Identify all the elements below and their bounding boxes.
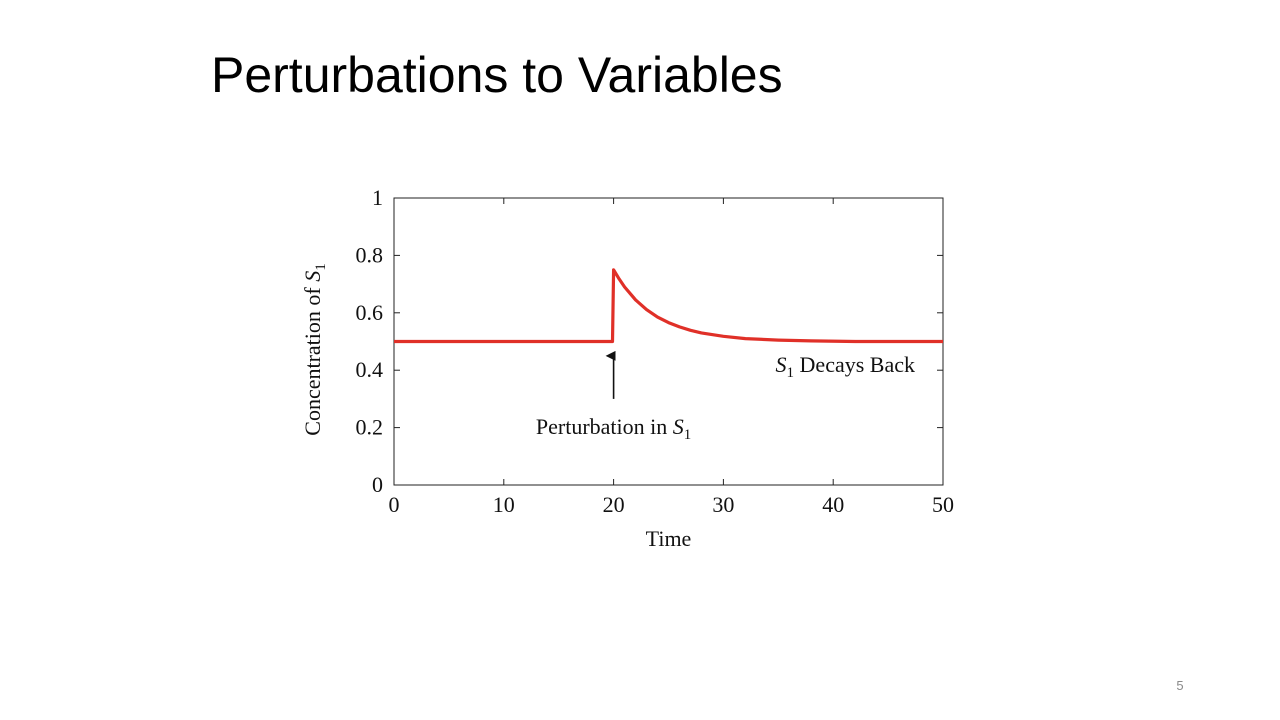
decay-annotation-var: S [776,352,787,377]
y-tick-label: 0.6 [356,300,384,325]
decay-annotation: S1 Decays Back [776,352,915,381]
concentration-line [394,268,943,344]
y-tick-label: 1 [372,185,383,210]
x-axis-label: Time [646,526,692,551]
x-tick-label: 10 [493,492,515,517]
perturbation-annotation-subscript: 1 [684,427,692,443]
perturbation-annotation-text: Perturbation in [536,414,673,439]
y-tick-label: 0 [372,472,383,497]
y-tick-label: 0.4 [356,357,384,382]
decay-annotation-text: Decays Back [794,352,915,377]
y-tick-label: 0.2 [356,415,384,440]
perturbation-annotation-var: S [673,414,684,439]
ticks-layer: 0 10 20 30 40 50 0 0.2 0.4 0.6 0.8 1 [356,185,955,517]
x-tick-label: 20 [603,492,625,517]
y-axis-label: Concentration of S1 [300,263,329,435]
y-tick-label: 0.8 [356,242,384,267]
y-axis-label-subscript: 1 [313,263,329,271]
decay-annotation-subscript: 1 [787,365,795,381]
x-tick-label: 30 [712,492,734,517]
x-tick-label: 50 [932,492,954,517]
y-axis-label-var: S [300,271,325,282]
perturbation-annotation: Perturbation in S1 [536,414,691,443]
x-tick-label: 0 [389,492,400,517]
y-axis-label-text: Concentration of [300,282,325,436]
slide-title: Perturbations to Variables [211,47,783,103]
page-number: 5 [1176,678,1184,693]
x-tick-label: 40 [822,492,844,517]
